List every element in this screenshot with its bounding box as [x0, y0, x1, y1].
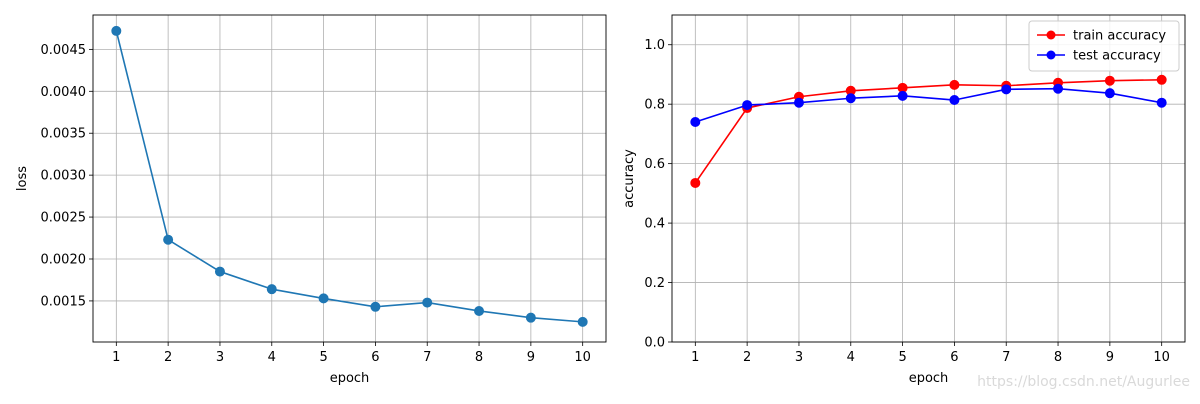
- chart-2: 1 2 3 4 5 6 7 8 9 10 0.0 0.2 0.4 0.6 0.8 1.0 epoch accura…: [622, 14, 1186, 386]
- x-tick-label: 3: [216, 350, 224, 365]
- x-axis-label: epoch: [330, 371, 370, 386]
- data-point: [474, 305, 485, 316]
- x-tick-label: 10: [1153, 350, 1170, 365]
- y-tick-label: 0.0: [644, 336, 665, 351]
- series-line: [115, 30, 583, 323]
- data-point: [577, 316, 588, 327]
- y-tick-label: 0.0040: [41, 85, 87, 100]
- data-point: [793, 97, 804, 108]
- y-tick-label: 0.0020: [41, 252, 87, 267]
- data-point: [1104, 75, 1115, 86]
- legend: train accuracy test accuracy: [1028, 20, 1180, 72]
- axes-frame: [671, 14, 1186, 343]
- x-tick-label: 2: [743, 350, 751, 365]
- y-tick-label: 0.8: [644, 98, 665, 113]
- chart-1: 1 2 3 4 5 6 7 8 9 10 0.0015 0.0020 0.0025 0.0030 0.003…: [15, 14, 607, 386]
- data-point: [111, 25, 122, 36]
- legend-box: [1028, 20, 1180, 72]
- x-tick-label: 4: [847, 350, 855, 365]
- data-point: [370, 301, 381, 312]
- series-line: [695, 87, 1162, 123]
- x-tick-label: 1: [691, 350, 699, 365]
- y-tick-label: 0.0015: [41, 294, 87, 309]
- x-tick-label: 7: [423, 350, 431, 365]
- axes-frame: [92, 14, 607, 343]
- x-tick-label: 1: [112, 350, 120, 365]
- x-tick-label: 9: [527, 350, 535, 365]
- data-point: [949, 79, 960, 90]
- data-point: [690, 117, 701, 128]
- x-tick-label: 8: [1054, 350, 1062, 365]
- watermark: https://blog.csdn.net/Augurlee: [977, 374, 1190, 390]
- x-tick-label: 5: [319, 350, 327, 365]
- x-tick-label: 5: [898, 350, 906, 365]
- data-point: [1156, 74, 1167, 85]
- x-tick-label: 7: [1002, 350, 1010, 365]
- legend-label: test accuracy: [1073, 49, 1161, 64]
- x-tick-label: 2: [164, 350, 172, 365]
- data-point: [266, 284, 277, 295]
- data-point: [525, 312, 536, 323]
- x-tick-label: 8: [475, 350, 483, 365]
- x-tick-label: 10: [574, 350, 591, 365]
- data-point: [690, 177, 701, 188]
- data-point: [897, 90, 908, 101]
- x-tick-label: 3: [795, 350, 803, 365]
- data-point: [949, 95, 960, 106]
- data-point: [742, 100, 753, 111]
- x-tick-label: 6: [950, 350, 958, 365]
- y-tick-label: 0.2: [644, 276, 665, 291]
- y-tick-label: 0.0030: [41, 169, 87, 184]
- y-axis-label: loss: [15, 166, 30, 191]
- data-point: [1104, 88, 1115, 99]
- legend-marker-swatch: [1046, 50, 1056, 60]
- x-tick-label: 4: [268, 350, 276, 365]
- data-point: [1053, 83, 1064, 94]
- y-tick-label: 0.4: [644, 217, 665, 232]
- x-tick-label: 9: [1106, 350, 1114, 365]
- y-axis-label: accuracy: [622, 149, 637, 208]
- data-point: [1001, 84, 1012, 95]
- series-line: [694, 79, 1162, 184]
- data-point: [1156, 97, 1167, 108]
- data-point: [845, 93, 856, 104]
- y-tick-label: 0.6: [644, 157, 665, 172]
- y-tick-label: 1.0: [644, 38, 665, 53]
- data-point: [214, 266, 225, 277]
- x-tick-label: 6: [371, 350, 379, 365]
- y-tick-label: 0.0045: [41, 43, 87, 58]
- y-tick-label: 0.0025: [41, 211, 87, 226]
- data-point: [422, 297, 433, 308]
- x-axis-label: epoch: [909, 371, 949, 386]
- data-point: [318, 293, 329, 304]
- legend-label: train accuracy: [1073, 29, 1166, 44]
- data-point: [163, 234, 174, 245]
- y-tick-label: 0.0035: [41, 127, 87, 142]
- legend-marker-swatch: [1046, 30, 1056, 40]
